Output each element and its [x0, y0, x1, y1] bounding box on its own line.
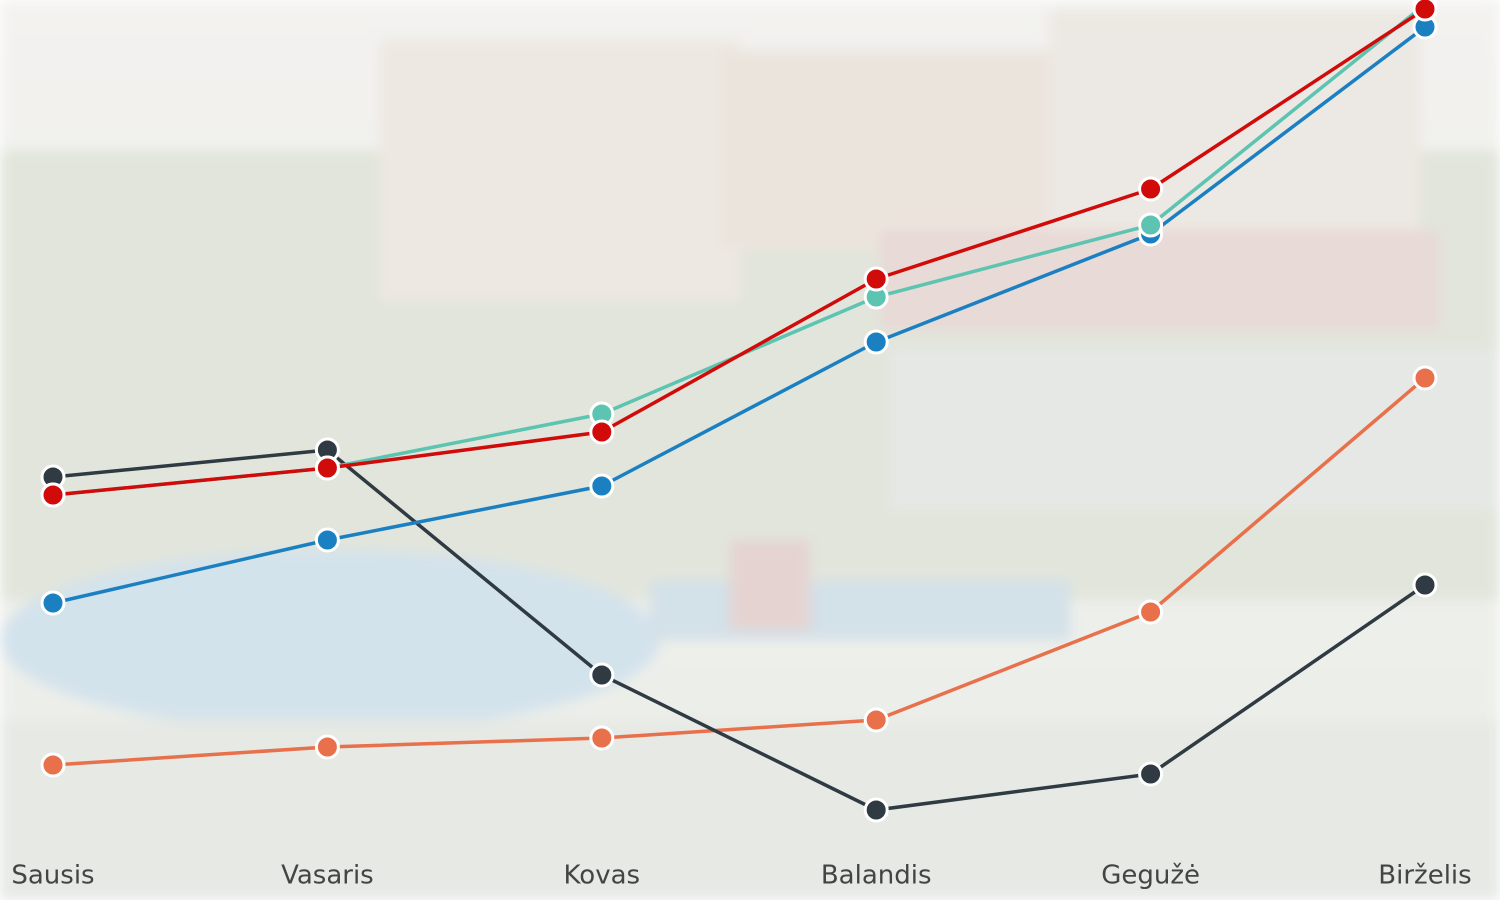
point: [1412, 572, 1438, 598]
point: [589, 473, 615, 499]
point: [1412, 0, 1438, 22]
point: [1138, 599, 1164, 625]
x-tick-label: Kovas: [564, 861, 641, 891]
x-tick-label: Gegužė: [1101, 861, 1200, 891]
point: [589, 662, 615, 688]
point: [863, 707, 889, 733]
point: [40, 752, 66, 778]
x-tick-label: Balandis: [821, 861, 932, 891]
line: [52, 25, 1427, 605]
point: [1138, 212, 1164, 238]
point: [863, 797, 889, 823]
point: [314, 734, 340, 760]
x-tick-label: Vasaris: [281, 861, 374, 891]
x-tick-label: Birželis: [1378, 861, 1471, 891]
line: [52, 7, 1426, 497]
point: [589, 725, 615, 751]
line: [52, 376, 1427, 767]
point: [863, 329, 889, 355]
point: [1138, 761, 1164, 787]
point: [589, 419, 615, 445]
point: [40, 590, 66, 616]
x-tick-label: Sausis: [11, 861, 94, 891]
point: [314, 455, 340, 481]
point: [40, 482, 66, 508]
line: [52, 448, 1426, 812]
point: [1412, 365, 1438, 391]
point: [863, 266, 889, 292]
point: [1138, 176, 1164, 202]
point: [314, 527, 340, 553]
